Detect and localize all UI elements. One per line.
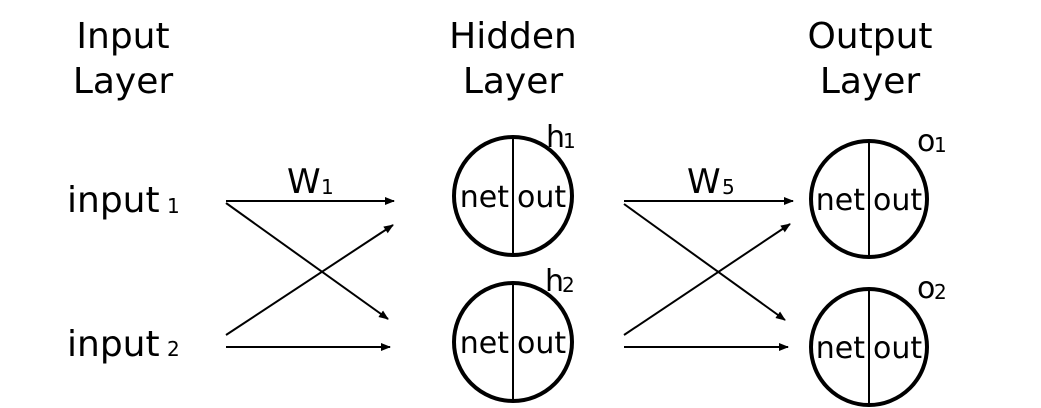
input-1-label: input (67, 180, 160, 221)
hidden-node-h2: net out (452, 281, 574, 403)
output-node-o1-label: o 1 (917, 124, 947, 159)
hidden-layer-title-line1: Hidden (449, 16, 577, 57)
weight-w5-label: W 5 (687, 162, 735, 202)
hidden-node-h1: net out (452, 135, 574, 257)
hidden-node-h2-net: net (460, 326, 509, 361)
edge-input1-hidden2 (225, 202, 389, 320)
svg-text:1: 1 (321, 175, 334, 199)
output-node-o1-out: out (873, 183, 922, 218)
hidden-node-h1-label: h 1 (546, 120, 576, 155)
input-layer-title-line2: Layer (73, 61, 174, 102)
svg-text:1: 1 (563, 129, 576, 153)
input-1-subscript: 1 (167, 194, 180, 218)
svg-text:o: o (917, 124, 935, 159)
hidden-node-h2-label: h 2 (545, 264, 575, 299)
output-node-o1-net: net (816, 183, 865, 218)
hidden-layer-title-line2: Layer (463, 61, 564, 102)
edge-hidden1-output2 (623, 203, 786, 321)
svg-text:W: W (287, 162, 321, 202)
weight-w1-label: W 1 (287, 162, 334, 202)
svg-text:5: 5 (722, 175, 735, 199)
svg-text:1: 1 (934, 133, 947, 157)
svg-text:2: 2 (562, 273, 575, 297)
input-layer-title-line1: Input (76, 16, 169, 57)
hidden-node-h1-net: net (460, 180, 509, 215)
input-2-label: input (67, 324, 160, 365)
hidden-node-h2-out: out (517, 326, 566, 361)
svg-text:h: h (545, 264, 564, 299)
output-node-o2-net: net (816, 331, 865, 366)
input-2-subscript: 2 (167, 337, 180, 361)
output-layer-title-line2: Layer (820, 61, 921, 102)
hidden-node-h1-out: out (517, 180, 566, 215)
output-node-o2-out: out (873, 331, 922, 366)
output-node-o1: net out (809, 139, 929, 259)
output-node-o2-label: o 2 (917, 271, 947, 306)
svg-text:o: o (917, 271, 935, 306)
svg-text:W: W (687, 162, 721, 202)
output-node-o2: net out (809, 287, 929, 407)
output-layer-title-line1: Output (807, 16, 932, 57)
svg-text:2: 2 (934, 280, 947, 304)
edge-hidden2-output1 (623, 223, 791, 336)
edge-input2-hidden1 (225, 224, 394, 336)
svg-text:h: h (546, 120, 565, 155)
